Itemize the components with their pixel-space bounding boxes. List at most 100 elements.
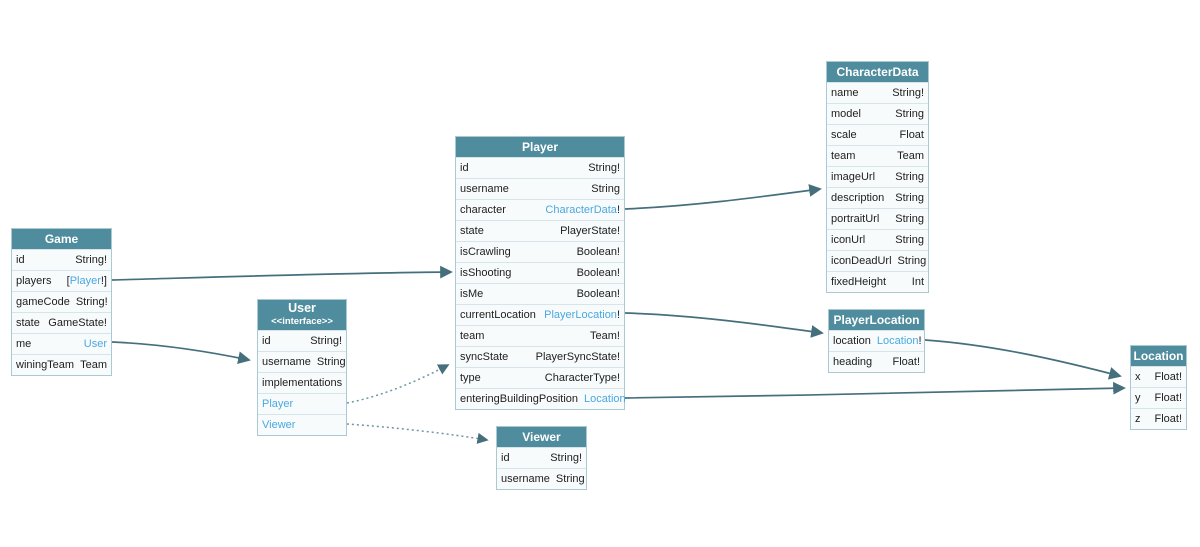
type-link[interactable]: Location — [584, 393, 626, 405]
type-text: GameState! — [48, 317, 107, 329]
edge-player-enteringbuildingposition-to-location — [624, 381, 1126, 399]
type-text: Float! — [1154, 371, 1182, 383]
field-row[interactable]: id String! — [456, 157, 624, 178]
field-name: id — [16, 254, 25, 266]
field-row[interactable]: character CharacterData! — [456, 199, 624, 220]
field-row[interactable]: currentLocation PlayerLocation! — [456, 304, 624, 325]
field-row[interactable]: heading Float! — [829, 351, 924, 372]
field-type: GameState! — [48, 313, 107, 333]
implementation-row[interactable]: Viewer — [258, 414, 346, 435]
type-link[interactable]: PlayerLocation — [544, 309, 617, 321]
field-row[interactable]: imageUrl String — [827, 166, 928, 187]
field-row[interactable]: players [Player!] — [12, 270, 111, 291]
field-row[interactable]: z Float! — [1131, 408, 1186, 429]
table-title[interactable]: Player — [456, 137, 624, 157]
field-row[interactable]: description String — [827, 187, 928, 208]
field-name: enteringBuildingPosition — [460, 393, 579, 405]
implementation-link[interactable]: Viewer — [262, 419, 296, 431]
table-title[interactable]: CharacterData — [827, 62, 928, 82]
field-row[interactable]: portraitUrl String — [827, 208, 928, 229]
field-row[interactable]: me User — [12, 333, 111, 354]
field-name: type — [460, 372, 481, 384]
field-row[interactable]: model String — [827, 103, 928, 124]
field-row[interactable]: winingTeam Team — [12, 354, 111, 375]
field-name: iconDeadUrl — [831, 255, 892, 267]
field-row[interactable]: name String! — [827, 82, 928, 103]
type-table-location[interactable]: Location x Float! y Float! z Float! — [1130, 345, 1187, 430]
table-title[interactable]: Location — [1131, 346, 1186, 366]
field-name: state — [460, 225, 484, 237]
type-link[interactable]: Player — [69, 275, 101, 287]
type-table-player[interactable]: Player id String! username String characte… — [455, 136, 626, 410]
field-type: Location! — [877, 331, 922, 351]
type-table-playerlocation[interactable]: PlayerLocation location Location! heading… — [828, 309, 925, 373]
type-text: String! — [550, 452, 582, 464]
field-name: location — [833, 335, 871, 347]
field-name: team — [460, 330, 485, 342]
edge-player-currentlocation-to-playerlocation — [624, 312, 824, 338]
table-subtitle: <<interface>> — [271, 316, 333, 327]
edge-user-implementation-player — [346, 364, 450, 404]
type-text: Int — [911, 276, 924, 288]
field-row[interactable]: id String! — [258, 330, 346, 351]
field-row[interactable]: team Team! — [456, 325, 624, 346]
implementation-row[interactable]: Player — [258, 393, 346, 414]
type-table-viewer[interactable]: Viewer id String! username String — [496, 426, 587, 490]
field-row[interactable]: isCrawling Boolean! — [456, 241, 624, 262]
field-type: String — [556, 469, 585, 489]
field-row[interactable]: x Float! — [1131, 366, 1186, 387]
field-row[interactable]: id String! — [497, 447, 586, 468]
field-row[interactable]: gameCode String! — [12, 291, 111, 312]
type-text: Boolean! — [576, 246, 620, 258]
type-table-characterdata[interactable]: CharacterData name String! model String sc… — [826, 61, 929, 293]
type-text: String — [895, 234, 924, 246]
field-row[interactable]: username String — [456, 178, 624, 199]
field-row[interactable]: iconDeadUrl String — [827, 250, 928, 271]
field-row[interactable]: y Float! — [1131, 387, 1186, 408]
field-type: String — [895, 209, 924, 229]
field-type: String! — [75, 250, 107, 270]
type-table-user[interactable]: User <<interface>> id String! username Stri… — [257, 299, 347, 436]
field-name: z — [1135, 413, 1141, 425]
type-link[interactable]: User — [83, 338, 107, 350]
field-row[interactable]: iconUrl String — [827, 229, 928, 250]
field-row[interactable]: state PlayerState! — [456, 220, 624, 241]
field-type: String — [895, 104, 924, 124]
implementation-link[interactable]: Player — [262, 398, 294, 410]
type-text: ! — [616, 204, 620, 216]
field-row[interactable]: type CharacterType! — [456, 367, 624, 388]
field-type: String! — [550, 448, 582, 468]
field-type: Boolean! — [577, 284, 620, 304]
field-row[interactable]: syncState PlayerSyncState! — [456, 346, 624, 367]
type-text: String! — [75, 296, 108, 308]
field-name: me — [16, 338, 32, 350]
field-name: character — [460, 204, 506, 216]
field-row[interactable]: scale Float — [827, 124, 928, 145]
field-row[interactable]: location Location! — [829, 330, 924, 351]
type-link[interactable]: Location — [876, 335, 919, 347]
type-text: PlayerSyncState! — [535, 351, 620, 363]
type-text: String — [555, 473, 585, 485]
field-row[interactable]: id String! — [12, 249, 111, 270]
field-row[interactable]: fixedHeight Int — [827, 271, 928, 292]
table-title[interactable]: Game — [12, 229, 111, 249]
field-row[interactable]: team Team — [827, 145, 928, 166]
field-row[interactable]: isShooting Boolean! — [456, 262, 624, 283]
field-row[interactable]: username String — [497, 468, 586, 489]
field-row[interactable]: username String — [258, 351, 346, 372]
type-text: Boolean! — [576, 267, 620, 279]
field-name: username — [501, 473, 550, 485]
table-title[interactable]: Viewer — [497, 427, 586, 447]
field-type: Boolean! — [577, 242, 620, 262]
edge-game-me-to-user — [111, 341, 251, 365]
type-link[interactable]: CharacterData — [545, 204, 617, 216]
table-title[interactable]: User <<interface>> — [258, 300, 346, 330]
field-row[interactable]: isMe Boolean! — [456, 283, 624, 304]
type-table-game[interactable]: Game id String! players [Player!] gameCode… — [11, 228, 112, 376]
field-row[interactable]: state GameState! — [12, 312, 111, 333]
table-title[interactable]: PlayerLocation — [829, 310, 924, 330]
field-row[interactable]: enteringBuildingPosition Location — [456, 388, 626, 409]
field-type: Float! — [1154, 409, 1182, 429]
field-name: currentLocation — [460, 309, 536, 321]
